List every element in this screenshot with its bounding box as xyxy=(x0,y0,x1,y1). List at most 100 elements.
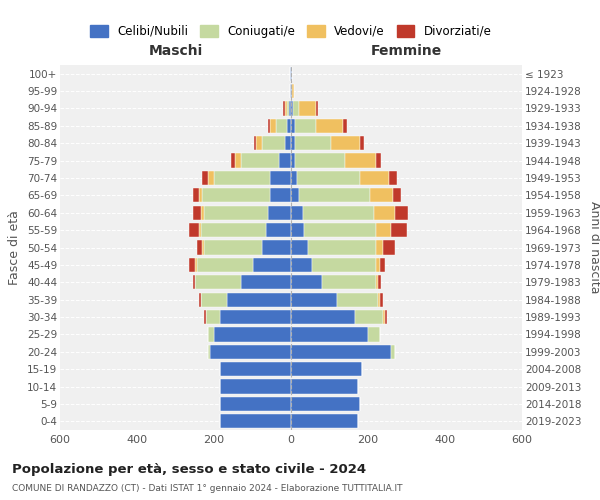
Bar xyxy=(393,188,401,202)
Bar xyxy=(214,328,291,342)
Bar xyxy=(253,258,291,272)
Bar xyxy=(285,102,287,116)
Bar xyxy=(292,84,294,98)
Bar xyxy=(291,154,295,168)
Bar xyxy=(291,414,358,428)
Bar xyxy=(389,171,397,185)
Bar xyxy=(291,188,299,202)
Bar xyxy=(376,275,377,289)
Bar xyxy=(270,118,275,133)
Bar xyxy=(206,310,220,324)
Bar xyxy=(280,154,291,168)
Bar xyxy=(376,223,391,237)
Bar xyxy=(205,310,206,324)
Bar xyxy=(285,136,291,150)
Bar xyxy=(220,397,291,411)
Bar xyxy=(391,344,395,359)
Bar xyxy=(316,118,343,133)
Bar xyxy=(268,118,270,133)
Bar xyxy=(297,171,360,185)
Bar xyxy=(208,171,214,185)
Bar xyxy=(291,380,358,394)
Text: COMUNE DI RANDAZZO (CT) - Dati ISTAT 1° gennaio 2024 - Elaborazione TUTTITALIA.I: COMUNE DI RANDAZZO (CT) - Dati ISTAT 1° … xyxy=(12,484,403,493)
Bar xyxy=(200,223,266,237)
Bar xyxy=(208,344,210,359)
Bar xyxy=(283,102,285,116)
Bar xyxy=(205,206,268,220)
Bar xyxy=(262,136,285,150)
Bar xyxy=(291,66,292,81)
Bar xyxy=(291,223,304,237)
Bar xyxy=(202,240,205,254)
Bar xyxy=(299,188,370,202)
Bar xyxy=(337,292,377,307)
Bar xyxy=(220,380,291,394)
Bar xyxy=(385,310,387,324)
Bar xyxy=(370,188,393,202)
Bar xyxy=(316,102,318,116)
Bar xyxy=(220,414,291,428)
Bar xyxy=(368,328,380,342)
Bar xyxy=(380,258,385,272)
Bar xyxy=(376,154,382,168)
Bar xyxy=(275,118,287,133)
Bar xyxy=(189,223,199,237)
Bar xyxy=(199,223,200,237)
Bar xyxy=(241,275,291,289)
Bar xyxy=(380,292,383,307)
Bar xyxy=(383,310,385,324)
Bar xyxy=(290,66,291,81)
Bar xyxy=(195,258,197,272)
Bar xyxy=(322,275,376,289)
Bar xyxy=(193,275,195,289)
Bar xyxy=(202,171,208,185)
Bar xyxy=(291,328,368,342)
Bar xyxy=(377,292,380,307)
Text: Popolazione per età, sesso e stato civile - 2024: Popolazione per età, sesso e stato civil… xyxy=(12,462,366,475)
Bar xyxy=(312,258,376,272)
Bar xyxy=(383,240,395,254)
Bar xyxy=(291,206,302,220)
Y-axis label: Anni di nascita: Anni di nascita xyxy=(588,201,600,294)
Bar xyxy=(270,188,291,202)
Bar xyxy=(360,136,364,150)
Bar xyxy=(195,275,241,289)
Bar xyxy=(376,240,383,254)
Bar xyxy=(291,258,312,272)
Bar xyxy=(360,171,389,185)
Bar xyxy=(291,397,360,411)
Bar xyxy=(290,84,291,98)
Bar xyxy=(343,118,347,133)
Bar xyxy=(291,102,293,116)
Bar xyxy=(197,258,253,272)
Bar xyxy=(395,206,409,220)
Bar xyxy=(235,154,241,168)
Bar xyxy=(295,118,316,133)
Bar xyxy=(210,344,291,359)
Bar xyxy=(345,154,376,168)
Bar xyxy=(302,206,374,220)
Legend: Celibi/Nubili, Coniugati/e, Vedovi/e, Divorziati/e: Celibi/Nubili, Coniugati/e, Vedovi/e, Di… xyxy=(86,20,496,42)
Bar xyxy=(295,154,345,168)
Bar xyxy=(197,240,202,254)
Bar xyxy=(355,310,383,324)
Bar xyxy=(266,223,291,237)
Bar xyxy=(199,188,202,202)
Bar xyxy=(291,344,391,359)
Bar xyxy=(295,136,331,150)
Bar xyxy=(391,223,407,237)
Bar xyxy=(287,118,291,133)
Bar xyxy=(377,275,382,289)
Bar xyxy=(308,240,376,254)
Bar xyxy=(232,154,235,168)
Bar xyxy=(220,310,291,324)
Bar xyxy=(268,206,291,220)
Bar xyxy=(262,240,291,254)
Bar xyxy=(199,292,200,307)
Bar xyxy=(193,206,200,220)
Y-axis label: Fasce di età: Fasce di età xyxy=(8,210,22,285)
Bar xyxy=(299,102,316,116)
Bar xyxy=(205,240,262,254)
Bar xyxy=(376,258,380,272)
Bar xyxy=(291,171,297,185)
